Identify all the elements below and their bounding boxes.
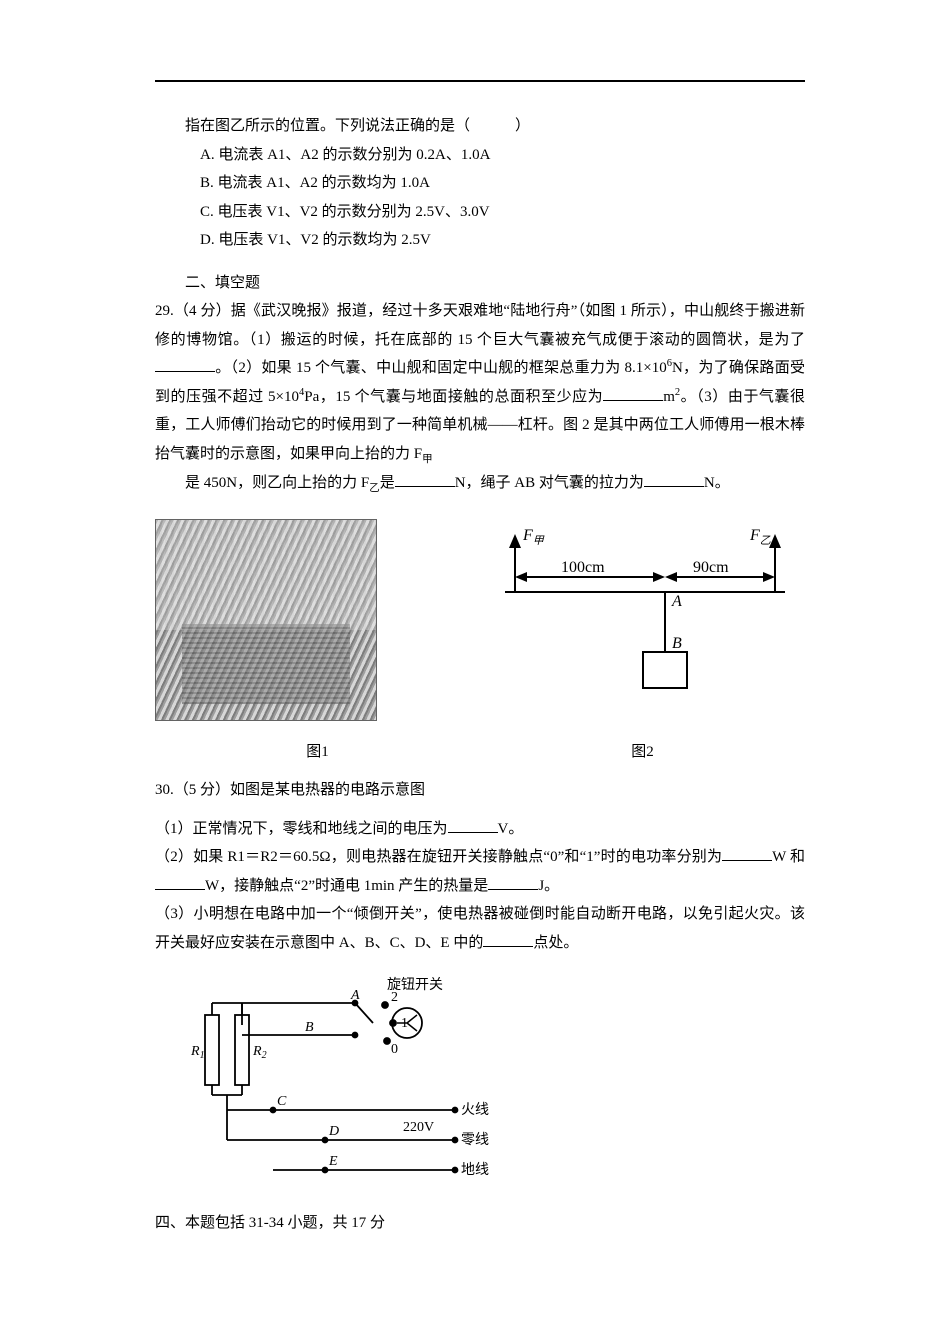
q30-p2b: W 和 (772, 849, 805, 865)
q29-t6: 是 450N，则乙向上抬的力 F (170, 475, 369, 491)
q30-p3: （3）小明想在电路中加一个“倾倒开关”，使电热器被碰倒时能自动断开电路，以免引起… (155, 900, 805, 957)
q30-p1: （1）正常情况下，零线和地线之间的电压为 V。 (155, 815, 805, 844)
blank-p1 (155, 874, 205, 890)
svg-text:A: A (350, 988, 360, 1003)
section-2-title: 二、填空题 (155, 269, 805, 298)
q29-t4: Pa，15 个气囊与地面接触的总面积至少应为 (304, 389, 603, 405)
q30-p3b: 点处。 (533, 935, 578, 951)
circuit-diagram: 旋钮开关 R1 R2 2 1 0 A B C D E 火线 220V 零线 地线 (155, 975, 515, 1195)
q28-option-d: D. 电压表 V1、V2 的示数均为 2.5V (155, 226, 805, 255)
figure-2-caption: 图2 (480, 738, 805, 767)
q30-p2a: （2）如果 R1＝R2＝60.5Ω，则电热器在旋钮开关接静触点“0”和“1”时的… (155, 849, 722, 865)
q30-lead-text: 如图是某电热器的电路示意图 (230, 782, 425, 798)
q29-t8-n: N，绳子 AB 对气囊的拉力为 (455, 475, 644, 491)
lever-diagram: F甲 F乙 100cm 90cm A B (475, 522, 805, 732)
blank-voltage (448, 817, 498, 833)
blank-tension (644, 471, 704, 487)
q28-option-a: A. 电流表 A1、A2 的示数分别为 0.2A、1.0A (155, 141, 805, 170)
svg-text:A: A (671, 593, 682, 610)
svg-text:B: B (672, 635, 682, 652)
top-rule (155, 80, 805, 82)
svg-text:90cm: 90cm (693, 559, 729, 576)
blank-p0 (722, 845, 772, 861)
svg-text:100cm: 100cm (561, 559, 605, 576)
svg-text:F甲: F甲 (522, 527, 545, 547)
q30-number: 30.（5 分） (155, 782, 230, 798)
svg-text:E: E (328, 1154, 338, 1169)
q29-t7: 是 (380, 475, 395, 491)
q30-p1b: V。 (498, 821, 524, 837)
section-4-title: 四、本题包括 31-34 小题，共 17 分 (155, 1209, 805, 1238)
circuit-figure: 旋钮开关 R1 R2 2 1 0 A B C D E 火线 220V 零线 地线 (155, 975, 805, 1195)
q30-p2: （2）如果 R1＝R2＝60.5Ω，则电热器在旋钮开关接静触点“0”和“1”时的… (155, 843, 805, 900)
page: 指在图乙所示的位置。下列说法正确的是（ ） A. 电流表 A1、A2 的示数分别… (75, 0, 875, 1278)
svg-text:220V: 220V (403, 1120, 434, 1135)
photo-placeholder (155, 519, 377, 721)
figure-2: F甲 F乙 100cm 90cm A B (475, 522, 805, 732)
q29-t1: 据《武汉晚报》报道，经过十多天艰难地“陆地行舟”（如图 1 所示），中山舰终于搬… (155, 303, 805, 348)
svg-text:R1: R1 (190, 1044, 205, 1061)
blank-f-yi (395, 471, 455, 487)
q30-p3a: （3）小明想在电路中加一个“倾倒开关”，使电热器被碰倒时能自动断开电路，以免引起… (155, 906, 805, 951)
blank-area (603, 385, 663, 401)
figure-row: F甲 F乙 100cm 90cm A B (155, 519, 805, 732)
q29-unit-m: m (663, 389, 675, 405)
q30-p2d: J。 (538, 878, 559, 894)
svg-text:B: B (305, 1020, 314, 1035)
blank-reason (155, 356, 215, 372)
svg-text:2: 2 (391, 990, 398, 1005)
q30-lead: 30.（5 分）如图是某电热器的电路示意图 (155, 776, 805, 805)
svg-text:火线: 火线 (461, 1102, 489, 1118)
svg-text:F乙: F乙 (749, 527, 771, 547)
q29-sub-yi: 乙 (369, 483, 380, 494)
figure-1-caption: 图1 (155, 738, 480, 767)
q29-number: 29.（4 分） (155, 303, 231, 319)
q29-sub-jia: 甲 (422, 454, 433, 465)
q30-p2c: W，接静触点“2”时通电 1min 产生的热量是 (205, 878, 488, 894)
svg-text:1: 1 (401, 1016, 408, 1031)
q28-option-b: B. 电流表 A1、A2 的示数均为 1.0A (155, 169, 805, 198)
svg-text:D: D (328, 1124, 339, 1139)
svg-text:地线: 地线 (461, 1162, 489, 1178)
q30-p1a: （1）正常情况下，零线和地线之间的电压为 (155, 821, 448, 837)
svg-text:0: 0 (391, 1042, 398, 1057)
q28-stem: 指在图乙所示的位置。下列说法正确的是（ ） (155, 112, 805, 141)
svg-text:C: C (277, 1094, 287, 1109)
q29-body2: 是 450N，则乙向上抬的力 F乙是 N，绳子 AB 对气囊的拉力为 N。 (155, 469, 805, 499)
caption-row: 图1 图2 (155, 738, 805, 767)
svg-text:零线: 零线 (461, 1132, 489, 1148)
blank-heat (488, 874, 538, 890)
blank-point (483, 931, 533, 947)
svg-text:R2: R2 (252, 1044, 267, 1061)
q29-body: 29.（4 分）据《武汉晚报》报道，经过十多天艰难地“陆地行舟”（如图 1 所示… (155, 297, 805, 469)
q28-option-c: C. 电压表 V1、V2 的示数分别为 2.5V、3.0V (155, 198, 805, 227)
q29-t2: 。（2）如果 15 个气囊、中山舰和固定中山舰的框架总重力为 8.1×10 (215, 360, 667, 376)
q29-t9: N。 (704, 475, 730, 491)
figure-1 (155, 519, 377, 732)
